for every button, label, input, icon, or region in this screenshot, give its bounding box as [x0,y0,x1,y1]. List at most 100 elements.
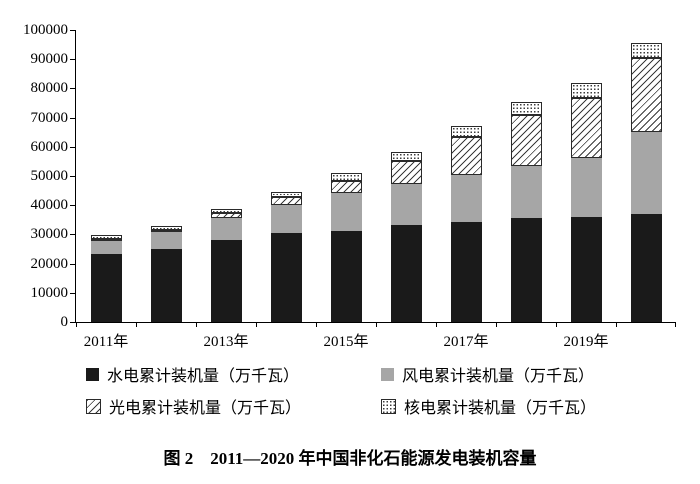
y-tick-label: 50000 [30,168,69,184]
bar-segment [450,136,482,175]
bar-segment [210,208,242,214]
bar-segment [210,213,242,218]
legend-label: 风电累计装机量（万千瓦） [402,368,595,385]
x-tick-label: 2011年 [83,334,129,350]
y-tick-label: 40000 [30,197,69,214]
bar-segment [510,218,542,322]
stacked-bar-2015年 [330,172,362,322]
y-tick-label: 30000 [30,226,69,243]
y-tick-label: 80000 [30,80,69,97]
bar-segment [570,217,602,322]
x-tick-mark [675,322,676,327]
bar-segment [210,217,242,241]
bar-segment [150,249,182,322]
x-tick-mark [196,322,197,327]
bar-segment [510,114,542,166]
y-tick-mark [70,59,76,61]
y-tick-mark [70,322,76,323]
y-tick-mark [70,88,76,90]
y-tick-label: 10000 [30,284,69,301]
bar-segment [570,97,602,158]
legend-item: 水电累计装机量（万千瓦） [86,362,381,386]
stacked-bar-2020年 [630,43,662,322]
bar-segment [270,204,302,233]
bar-segment [330,180,362,194]
y-tick-label: 90000 [30,51,69,68]
y-tick-label: 0 [60,314,69,330]
figure-caption: 图 2 2011—2020 年中国非化石能源发电装机容量 [163,449,537,468]
bar-segment [390,161,422,185]
y-tick-mark [70,292,76,294]
y-tick-mark [70,146,76,148]
y-tick-mark [70,176,76,177]
legend-label: 水电累计装机量（万千瓦） [107,368,300,385]
bar-segment [630,132,662,214]
legend: 水电累计装机量（万千瓦） 风电累计装机量（万千瓦） 光电累计装机量（万千瓦） 核电累计… [86,362,646,418]
x-tick-mark [496,322,497,327]
plot-area: 0 10000 20000 30000 40000 50000 60000 70000 8000… [23,22,676,350]
x-tick-label: 2019年 [563,334,609,350]
stacked-bar-2019年 [570,83,602,322]
y-tick-label: 100000 [23,22,68,38]
bar-segment [90,253,122,322]
bar-segment [90,234,122,239]
bar-segment [90,240,122,254]
legend-label: 核电累计装机量（万千瓦） [404,400,597,417]
stacked-bar-2011年 [90,234,122,322]
bar-segment [330,231,362,322]
legend-marker-icon [86,398,101,414]
bar-segment [390,151,422,162]
bar-segment [450,126,482,137]
bar-segment [210,240,242,322]
bar-segment [150,225,182,230]
x-tick-label: 2013年 [203,334,249,350]
bar-segment [630,57,662,133]
x-tick-label: 2015年 [323,334,369,350]
legend-item: 核电累计装机量（万千瓦） [381,394,646,418]
bar-segment [270,191,302,198]
bar-segment [270,232,302,322]
x-tick-mark [616,322,617,327]
x-tick-mark [256,322,257,327]
y-tick-mark [70,263,76,265]
y-tick-mark [70,205,76,207]
stacked-bar-2012年 [150,225,182,322]
bar-segment [330,172,362,181]
bar-segment [570,157,602,218]
stacked-bar-2017年 [450,126,482,322]
x-tick-mark [436,322,437,327]
bar-segment [330,193,362,232]
x-tick-label: 2017年 [443,334,489,350]
bar-segment [510,165,542,219]
stacked-bar-2013年 [210,208,242,322]
y-tick-mark [70,117,76,119]
legend-marker-icon [381,398,396,414]
bar-segment [450,174,482,222]
y-tick-label: 20000 [30,255,69,272]
legend-item: 光电累计装机量（万千瓦） [86,394,381,418]
bar-segment [390,225,422,322]
bar-segment [150,229,182,232]
legend-item: 风电累计装机量（万千瓦） [381,362,646,386]
stacked-bar-2016年 [390,151,422,322]
bar-segment [90,238,122,241]
x-tick-mark [316,322,317,327]
y-tick-label: 60000 [30,138,69,155]
bar-segment [510,101,542,115]
bar-segment [570,83,602,98]
x-tick-mark [76,322,77,327]
stacked-bar-2014年 [270,191,302,322]
bar-segment [450,221,482,322]
bar-segment [630,43,662,58]
bar-segment [150,231,182,250]
x-tick-mark [136,322,137,327]
y-tick-mark [70,30,76,31]
bar-segment [270,197,302,205]
x-tick-mark [556,322,557,327]
bar-segment [630,213,662,322]
bar-segment [390,184,422,226]
y-tick-label: 70000 [30,109,69,126]
x-tick-mark [376,322,377,327]
legend-marker-icon [86,367,99,381]
